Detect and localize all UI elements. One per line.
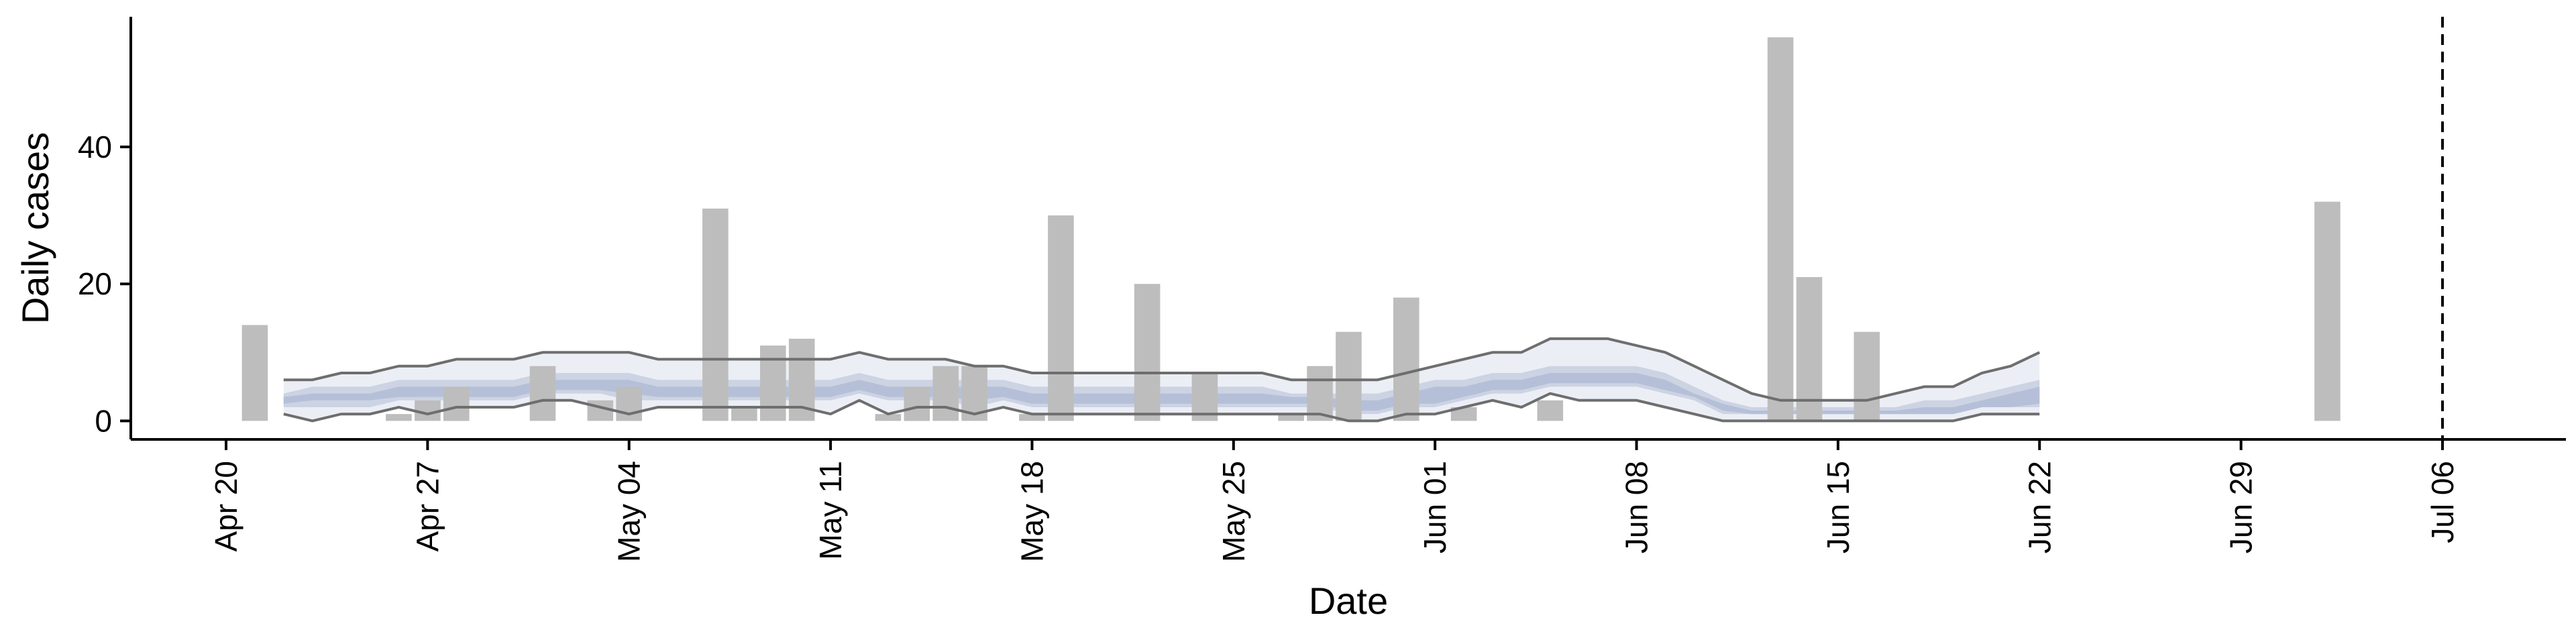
bar: [529, 366, 556, 421]
x-tick-label: Jun 22: [2022, 461, 2057, 553]
x-tick-label: Jun 29: [2224, 461, 2259, 553]
x-tick-label: May 11: [813, 461, 848, 559]
x-tick-label: May 18: [1015, 461, 1050, 562]
chart-axes: 0 20 40 Apr 20 Apr 27 May 04 May 11 May 18 May 2…: [78, 17, 2566, 562]
bar: [1854, 331, 1880, 421]
upper-bound-line: [283, 337, 2041, 402]
bar: [1048, 215, 1074, 421]
x-tick-label: Jun 08: [1619, 461, 1654, 553]
x-tick-label: May 04: [612, 461, 647, 562]
y-axis-title: Daily cases: [14, 132, 56, 324]
bar: [760, 345, 786, 421]
bar: [1767, 37, 1794, 421]
bar: [932, 366, 959, 421]
y-tick-label: 20: [78, 266, 112, 301]
bar: [1537, 400, 1564, 421]
y-tick-label: 0: [95, 403, 112, 438]
bar: [386, 414, 412, 421]
bar: [1019, 414, 1045, 421]
bar: [1307, 366, 1333, 421]
x-axis-title: Date: [1309, 580, 1388, 622]
x-tick-label: Apr 27: [410, 461, 445, 552]
bar: [904, 386, 930, 421]
bar: [1278, 414, 1304, 421]
bar: [443, 386, 470, 421]
x-tick-label: Jul 06: [2425, 461, 2460, 543]
x-tick-label: Apr 20: [209, 461, 244, 552]
bar: [875, 414, 902, 421]
y-tick-label: 40: [78, 129, 112, 164]
bar: [702, 208, 729, 421]
x-tick-label: May 25: [1216, 461, 1251, 562]
bar: [731, 407, 757, 421]
bar: [241, 325, 268, 421]
bar: [2314, 201, 2341, 421]
band-inner: [283, 373, 2040, 415]
daily-case-bars: [241, 37, 2341, 421]
bar: [616, 386, 642, 421]
x-tick-label: Jun 01: [1417, 461, 1452, 553]
bar: [1134, 284, 1161, 421]
nowcast-bound-lines: [283, 337, 2041, 423]
x-tick-label: Jun 15: [1821, 461, 1856, 553]
lower-bound-line: [283, 392, 2040, 423]
bar: [1393, 297, 1419, 421]
bar: [1796, 277, 1823, 421]
bar: [1450, 407, 1477, 421]
bar: [1336, 331, 1362, 421]
